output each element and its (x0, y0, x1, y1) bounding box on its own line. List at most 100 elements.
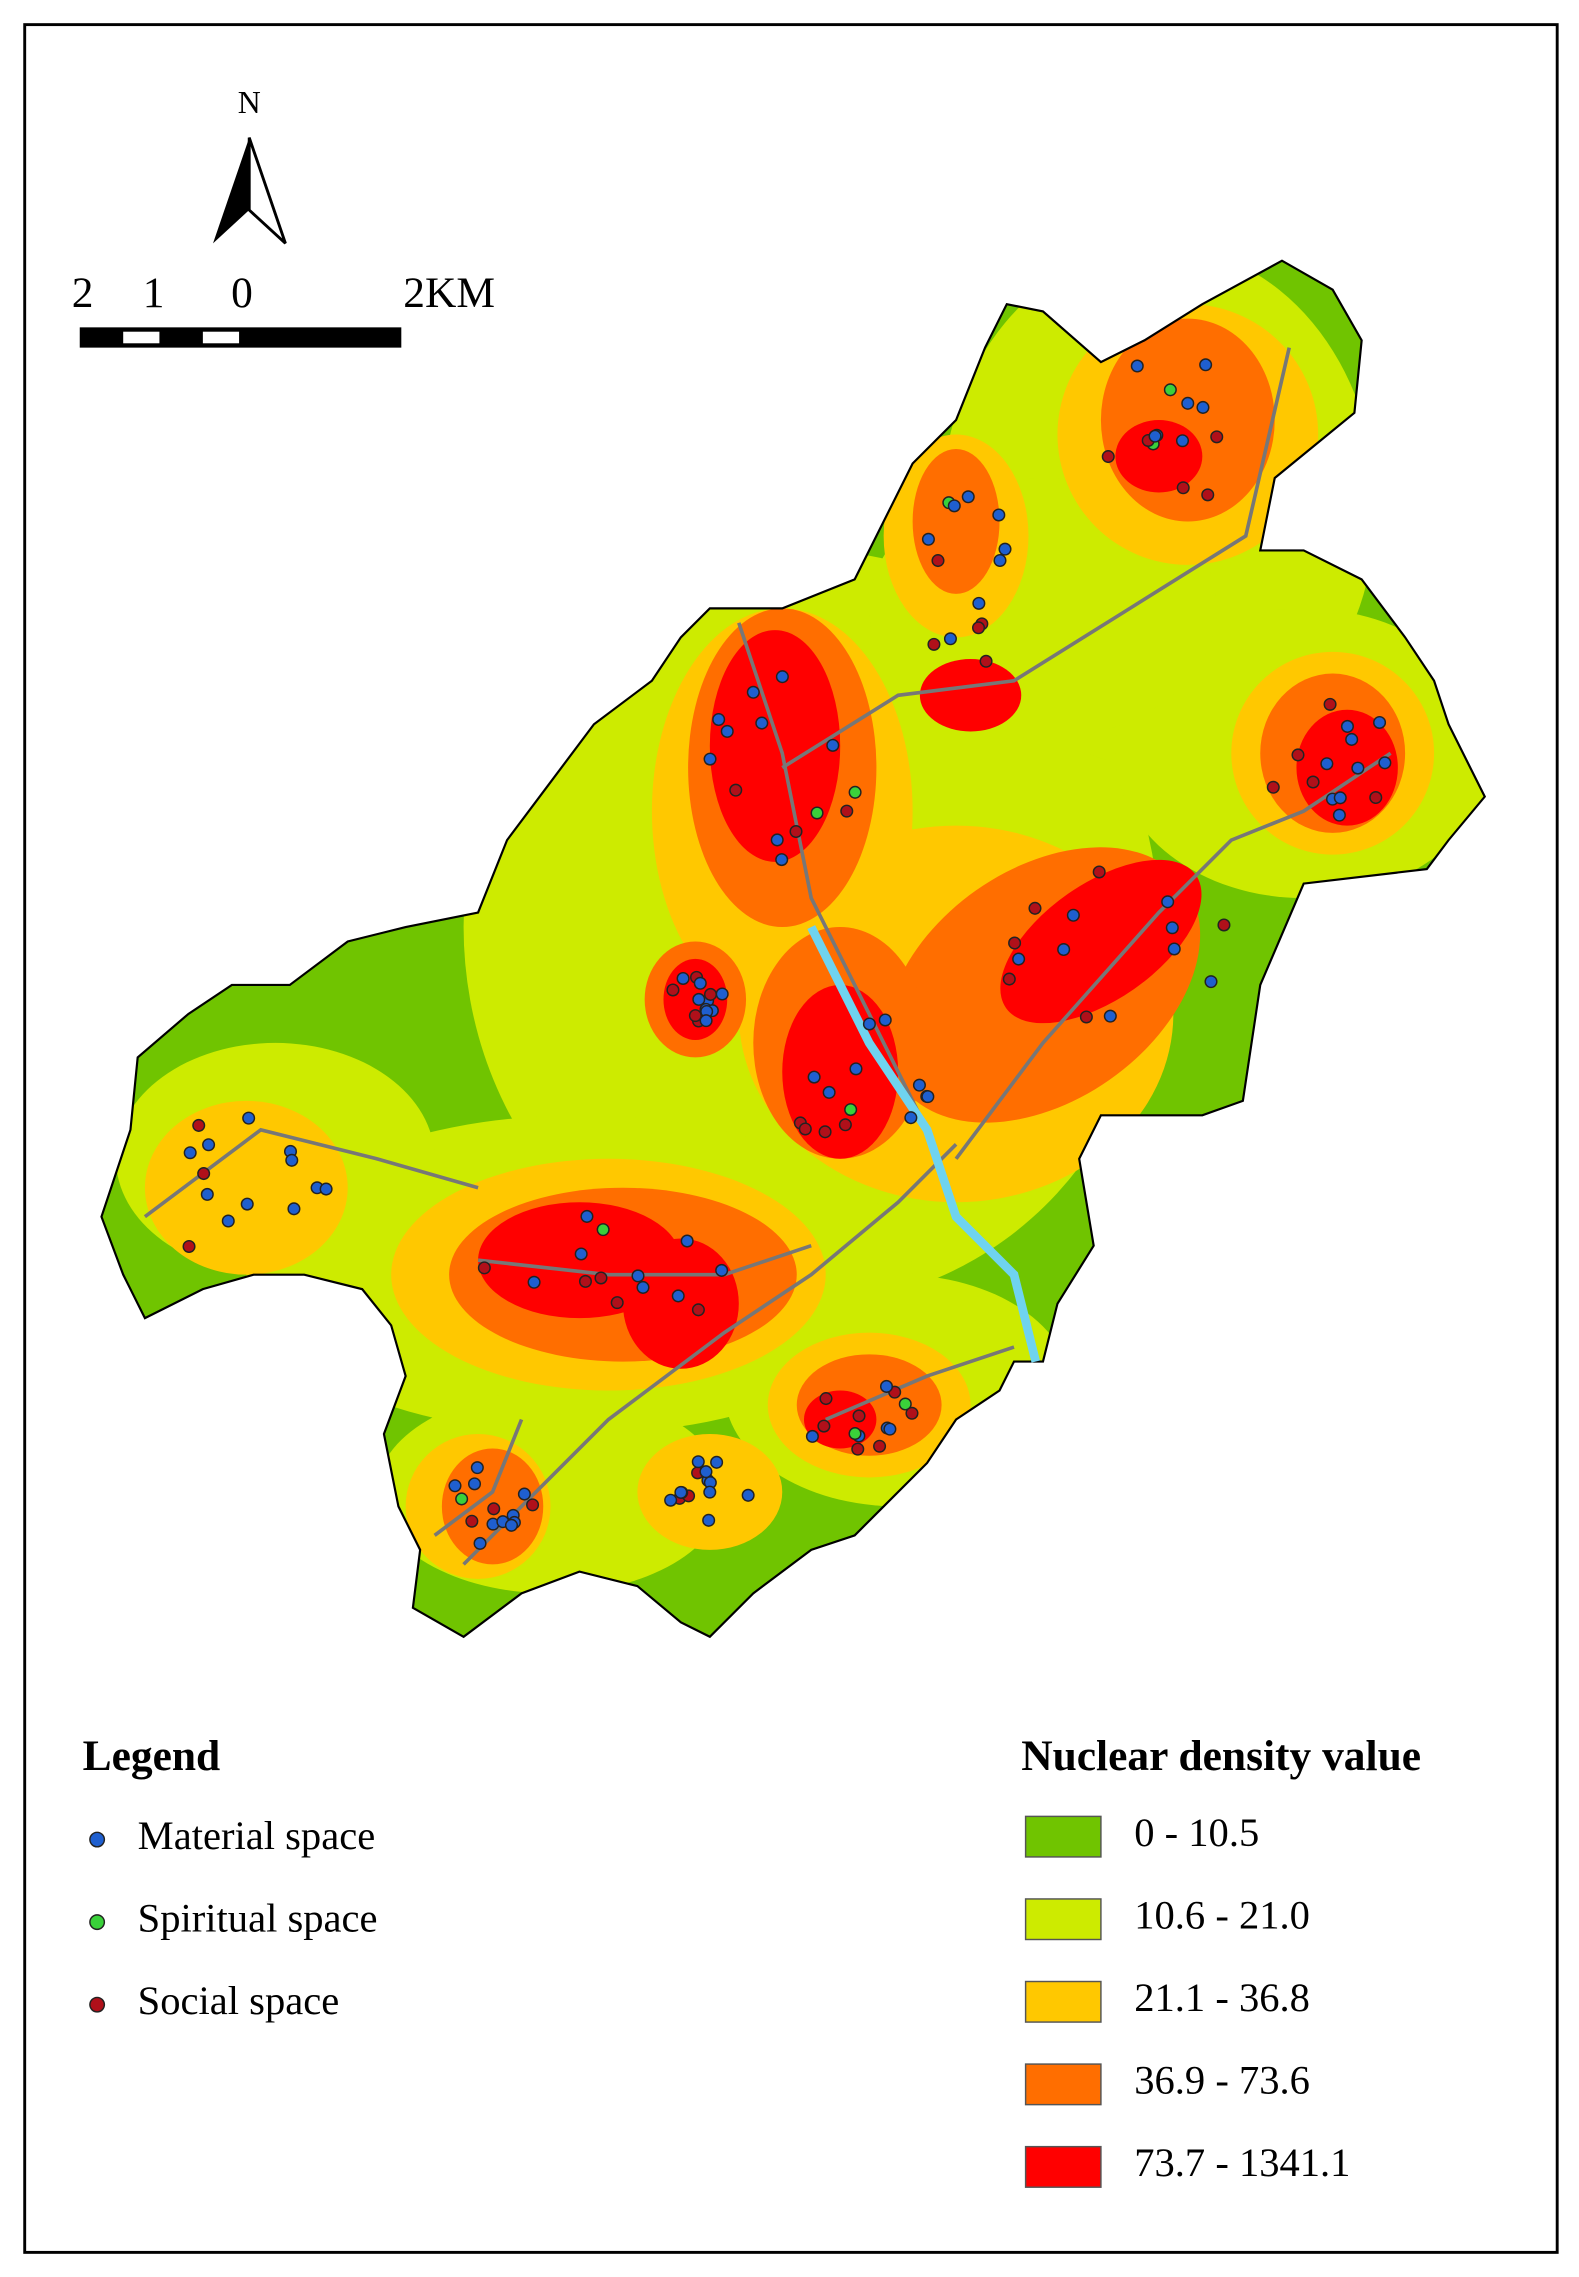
point (822, 1085, 836, 1099)
density-label: 21.1 - 36.8 (1134, 1975, 1310, 2020)
point (912, 1078, 926, 1092)
point (703, 752, 717, 766)
point (998, 542, 1012, 556)
point (594, 1271, 608, 1285)
point (1012, 952, 1026, 966)
legend-label: Material space (138, 1813, 376, 1858)
point (574, 1247, 588, 1261)
point (1333, 791, 1347, 805)
point (972, 596, 986, 610)
point (921, 532, 935, 546)
point (993, 553, 1007, 568)
point (927, 637, 941, 651)
point (710, 1455, 724, 1469)
point (1217, 918, 1231, 932)
point (961, 490, 975, 504)
point (596, 1223, 610, 1237)
point (931, 554, 945, 568)
point (848, 1427, 862, 1441)
point (671, 1289, 685, 1303)
point (448, 1479, 462, 1493)
point (770, 833, 784, 847)
point (848, 785, 862, 799)
point (1181, 396, 1195, 410)
point (979, 654, 993, 668)
point (878, 1013, 892, 1027)
point (202, 1138, 216, 1152)
point (1101, 450, 1115, 464)
density-label: 73.7 - 1341.1 (1134, 2140, 1350, 2185)
point (805, 1429, 819, 1443)
density-label: 10.6 - 21.0 (1134, 1893, 1310, 1938)
point (1028, 901, 1042, 915)
point (1130, 359, 1144, 373)
point (905, 1406, 919, 1420)
point (873, 1439, 887, 1453)
point (1266, 780, 1280, 794)
point (883, 1422, 897, 1436)
point (775, 853, 789, 867)
point (1345, 732, 1359, 746)
point (1204, 975, 1218, 989)
point (971, 621, 986, 635)
point (666, 983, 680, 997)
point (852, 1409, 866, 1423)
density-swatch (1024, 2145, 1102, 2188)
point (755, 716, 769, 730)
point (691, 1455, 705, 1469)
point (699, 1014, 713, 1028)
point (610, 1296, 624, 1310)
point (1373, 715, 1387, 729)
point (182, 1239, 196, 1254)
point (921, 1090, 935, 1104)
density-legend-title: Nuclear density value (1021, 1732, 1421, 1780)
legend-label: Social space (138, 1978, 340, 2023)
point (1210, 430, 1224, 444)
point (1057, 942, 1071, 957)
point (465, 1514, 479, 1528)
density-swatch (1024, 1980, 1102, 2023)
point (578, 1274, 592, 1288)
point (818, 1125, 832, 1139)
point (807, 1070, 821, 1084)
point (470, 1461, 484, 1475)
point (1008, 936, 1022, 950)
point (851, 1442, 865, 1456)
point (702, 1513, 716, 1527)
point (1323, 697, 1337, 711)
point (664, 1493, 678, 1507)
point (789, 824, 803, 839)
river (807, 925, 1040, 1363)
point (798, 1122, 812, 1136)
points (182, 358, 1392, 1550)
point (183, 1146, 197, 1160)
point (680, 1234, 694, 1248)
point (504, 1518, 518, 1532)
legend-marker (89, 1831, 106, 1848)
point (1066, 908, 1080, 922)
point (947, 499, 961, 513)
scale-bar: 2 1 0 2KM (72, 269, 495, 348)
point (898, 1397, 912, 1411)
legend-label: Spiritual space (138, 1895, 378, 1940)
point (1002, 972, 1016, 986)
point (1199, 358, 1213, 372)
point (693, 976, 707, 990)
point (699, 1465, 713, 1479)
point (819, 1392, 833, 1406)
point (746, 685, 760, 699)
point (221, 1214, 235, 1228)
point (817, 1419, 831, 1433)
point (1332, 808, 1346, 822)
point (712, 712, 726, 727)
legend-marker (89, 1996, 106, 2013)
point (826, 738, 840, 752)
point (844, 1103, 858, 1117)
north-label: N (238, 85, 261, 120)
point (674, 1485, 688, 1499)
point (1378, 756, 1392, 770)
point (715, 987, 729, 1001)
point (1148, 429, 1162, 443)
point (676, 971, 690, 985)
point (1176, 481, 1190, 495)
